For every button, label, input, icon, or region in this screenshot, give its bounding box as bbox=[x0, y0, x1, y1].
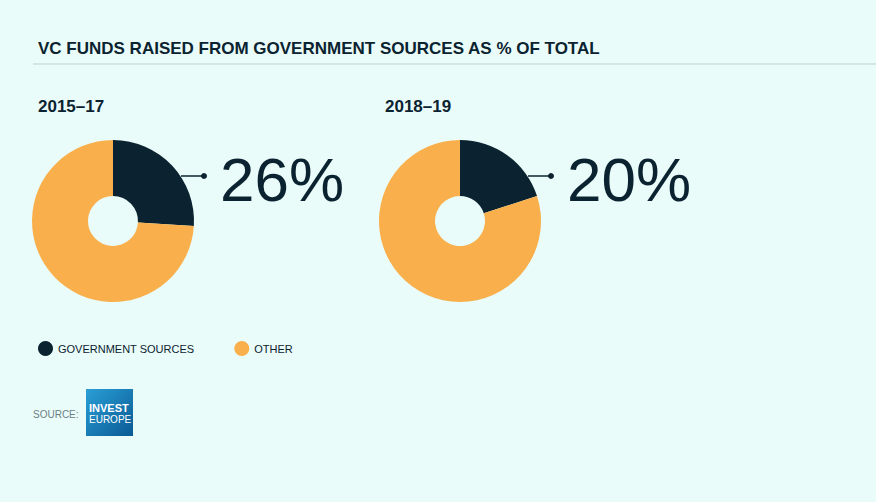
svg-text:INVEST: INVEST bbox=[89, 402, 129, 414]
svg-text:EUROPE: EUROPE bbox=[89, 414, 132, 425]
svg-text:OTHER: OTHER bbox=[254, 343, 293, 355]
svg-text:20%: 20% bbox=[567, 145, 691, 214]
svg-text:2015–17: 2015–17 bbox=[38, 97, 104, 116]
svg-text:GOVERNMENT SOURCES: GOVERNMENT SOURCES bbox=[58, 343, 194, 355]
svg-text:SOURCE:: SOURCE: bbox=[33, 409, 79, 420]
svg-text:26%: 26% bbox=[220, 145, 344, 214]
svg-text:2018–19: 2018–19 bbox=[385, 97, 451, 116]
svg-text:VC FUNDS RAISED FROM GOVERNMEN: VC FUNDS RAISED FROM GOVERNMENT SOURCES … bbox=[38, 39, 600, 58]
